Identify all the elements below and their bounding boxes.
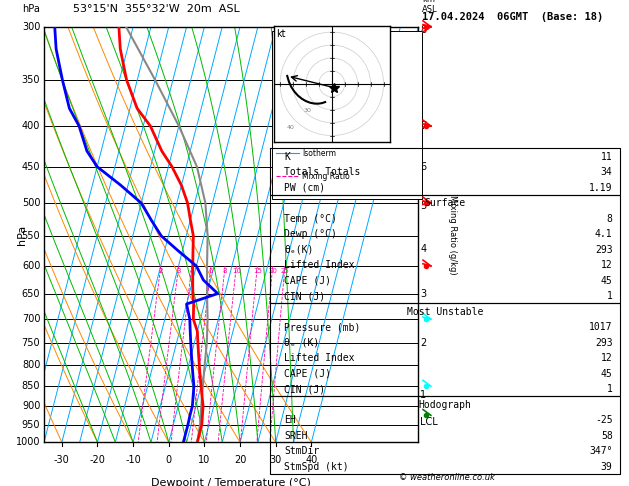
Text: 6: 6 <box>209 268 213 274</box>
Text: 8: 8 <box>420 25 426 35</box>
Text: CAPE (J): CAPE (J) <box>284 369 331 379</box>
Text: 10: 10 <box>232 268 241 274</box>
Text: K: K <box>284 152 291 162</box>
Text: Dewpoint: Dewpoint <box>303 57 339 67</box>
Text: CIN (J): CIN (J) <box>284 384 326 394</box>
Text: 1017: 1017 <box>589 322 613 332</box>
Text: 600: 600 <box>22 261 40 271</box>
Text: 3: 3 <box>420 289 426 298</box>
Text: 6: 6 <box>420 162 426 172</box>
Text: -25: -25 <box>595 416 613 425</box>
Text: 34: 34 <box>601 167 613 177</box>
Text: 800: 800 <box>22 360 40 370</box>
Text: Dewp (°C): Dewp (°C) <box>284 229 337 239</box>
Text: 900: 900 <box>22 401 40 411</box>
Text: Isotherm: Isotherm <box>303 149 337 158</box>
Text: 950: 950 <box>22 419 40 430</box>
Text: 1: 1 <box>607 291 613 301</box>
Text: 20: 20 <box>269 268 277 274</box>
Text: 15: 15 <box>253 268 262 274</box>
Text: θₑ (K): θₑ (K) <box>284 338 320 348</box>
Text: 450: 450 <box>22 162 40 172</box>
Text: 347°: 347° <box>589 446 613 456</box>
Text: 0: 0 <box>165 455 172 465</box>
Text: Lifted Index: Lifted Index <box>284 260 355 270</box>
Text: 550: 550 <box>21 231 40 241</box>
Text: 30: 30 <box>270 455 282 465</box>
Text: 7: 7 <box>420 121 426 131</box>
Text: kt: kt <box>276 29 286 39</box>
Text: 4: 4 <box>420 244 426 255</box>
Text: 40: 40 <box>287 125 294 130</box>
Text: km
ASL: km ASL <box>422 0 438 14</box>
Text: © weatheronline.co.uk: © weatheronline.co.uk <box>399 473 494 482</box>
Text: 53°15'N  355°32'W  20m  ASL: 53°15'N 355°32'W 20m ASL <box>73 4 240 14</box>
Text: 293: 293 <box>595 245 613 255</box>
Text: 4.1: 4.1 <box>595 229 613 239</box>
FancyBboxPatch shape <box>272 31 422 199</box>
Text: 12: 12 <box>601 353 613 364</box>
Text: SREH: SREH <box>284 431 308 441</box>
Text: 30: 30 <box>303 108 311 113</box>
Text: 2: 2 <box>420 338 426 348</box>
Text: 20: 20 <box>234 455 247 465</box>
Text: 500: 500 <box>22 198 40 208</box>
Text: hPa: hPa <box>16 225 26 244</box>
Text: CAPE (J): CAPE (J) <box>284 276 331 286</box>
Text: 10: 10 <box>198 455 211 465</box>
Text: Dewpoint / Temperature (°C): Dewpoint / Temperature (°C) <box>151 478 311 486</box>
Text: 58: 58 <box>601 431 613 441</box>
Text: 45: 45 <box>601 276 613 286</box>
Text: StmDir: StmDir <box>284 446 320 456</box>
Text: StmSpd (kt): StmSpd (kt) <box>284 462 349 472</box>
Text: 8: 8 <box>607 214 613 224</box>
Text: EH: EH <box>284 416 296 425</box>
Text: 1000: 1000 <box>16 437 40 447</box>
Text: 350: 350 <box>22 75 40 85</box>
Text: 39: 39 <box>601 462 613 472</box>
Text: 40: 40 <box>305 455 318 465</box>
Text: Temp (°C): Temp (°C) <box>284 214 337 224</box>
Text: -10: -10 <box>125 455 141 465</box>
Text: 12: 12 <box>601 260 613 270</box>
Text: 17.04.2024  06GMT  (Base: 18): 17.04.2024 06GMT (Base: 18) <box>422 12 603 22</box>
Text: 45: 45 <box>601 369 613 379</box>
Text: -20: -20 <box>89 455 106 465</box>
Text: 1.19: 1.19 <box>589 183 613 193</box>
Text: 1: 1 <box>420 390 426 400</box>
Text: 25: 25 <box>281 268 289 274</box>
Text: PW (cm): PW (cm) <box>284 183 326 193</box>
Text: 11: 11 <box>601 152 613 162</box>
Text: CIN (J): CIN (J) <box>284 291 326 301</box>
Text: 400: 400 <box>22 121 40 131</box>
Text: Parcel Trajectory: Parcel Trajectory <box>303 80 366 89</box>
Text: Hodograph: Hodograph <box>418 400 472 410</box>
Text: LCL: LCL <box>420 417 438 427</box>
Text: 750: 750 <box>21 338 40 348</box>
Text: θₑ(K): θₑ(K) <box>284 245 314 255</box>
Text: Surface: Surface <box>425 198 465 208</box>
Text: 5: 5 <box>420 202 426 211</box>
Text: 293: 293 <box>595 338 613 348</box>
Text: -30: -30 <box>54 455 70 465</box>
Text: Most Unstable: Most Unstable <box>407 307 483 317</box>
Text: Lifted Index: Lifted Index <box>284 353 355 364</box>
Text: Temperature: Temperature <box>303 35 351 44</box>
Text: Totals Totals: Totals Totals <box>284 167 361 177</box>
Text: Mixing Ratio: Mixing Ratio <box>303 172 350 181</box>
Text: 4: 4 <box>190 268 194 274</box>
Text: 8: 8 <box>223 268 227 274</box>
Text: hPa: hPa <box>23 4 40 14</box>
Text: 3: 3 <box>177 268 181 274</box>
Text: Mixing Ratio (g/kg): Mixing Ratio (g/kg) <box>448 195 457 274</box>
Text: Wet Adiabat: Wet Adiabat <box>303 126 349 135</box>
Text: 700: 700 <box>22 314 40 324</box>
Text: 650: 650 <box>22 289 40 298</box>
Text: Dry Adiabat: Dry Adiabat <box>303 103 348 112</box>
Text: 850: 850 <box>22 381 40 391</box>
Text: Pressure (mb): Pressure (mb) <box>284 322 361 332</box>
Text: 300: 300 <box>22 22 40 32</box>
Text: 2: 2 <box>159 268 163 274</box>
Text: 1: 1 <box>607 384 613 394</box>
